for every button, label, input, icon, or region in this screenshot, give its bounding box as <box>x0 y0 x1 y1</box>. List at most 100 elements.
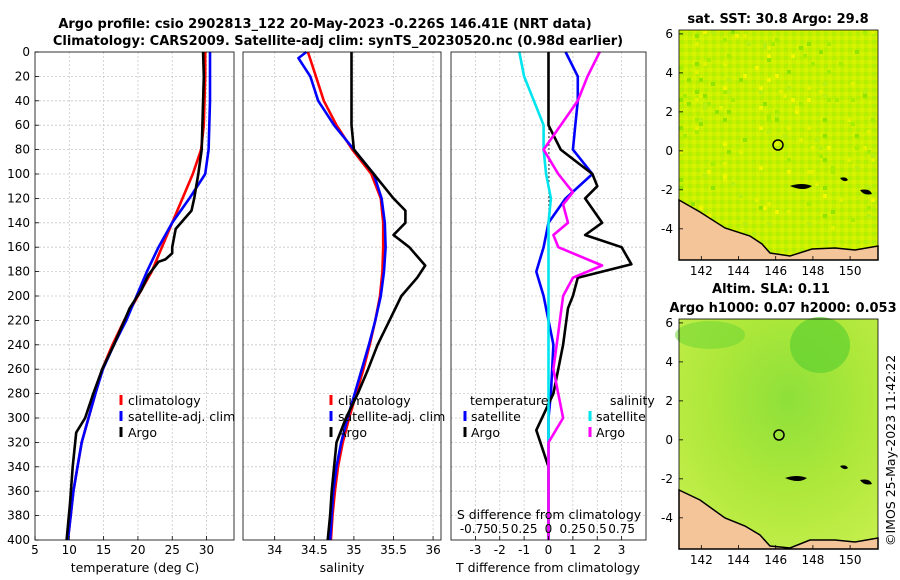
sst-pixel <box>807 126 811 130</box>
salinity-xlabel: salinity <box>320 560 365 575</box>
sst-pixel <box>847 118 851 122</box>
sst-pixel <box>791 54 795 58</box>
sst-pixel <box>707 170 711 174</box>
sst-pixel <box>807 98 811 102</box>
map-x-tick-label: 142 <box>690 553 713 567</box>
sst-pixel <box>855 146 859 150</box>
salinity-axes-frame <box>242 51 442 541</box>
imos-timestamp: ©IMOS 25-May-2023 11:42:22 <box>883 355 898 546</box>
sst-pixel <box>851 82 855 86</box>
sst-pixel <box>803 54 807 58</box>
map-x-tick-label: 150 <box>839 264 862 278</box>
sst-pixel <box>767 46 771 50</box>
map-y-tick-label: 4 <box>665 66 673 80</box>
sst-pixel <box>799 102 803 106</box>
y-tick-label: 100 <box>7 167 30 181</box>
sst-pixel <box>727 78 731 82</box>
sst-pixel <box>787 86 791 90</box>
sla-argo-position <box>773 429 785 441</box>
sst-pixel <box>727 150 731 154</box>
x-tick-label: -2 <box>494 543 506 557</box>
sst-pixel <box>831 210 835 214</box>
sst-pixel <box>727 90 731 94</box>
x-tick-label: 0 <box>545 543 553 557</box>
sst-pixel <box>851 218 855 222</box>
sst-pixel <box>683 134 687 138</box>
sst-pixel <box>703 174 707 178</box>
temperature-xlabel: temperature (deg C) <box>71 560 200 575</box>
sst-pixel <box>727 110 731 114</box>
sst-pixel <box>683 94 687 98</box>
map-y-tick-label: -4 <box>661 222 673 236</box>
sst-pixel <box>847 158 851 162</box>
sst-pixel <box>871 154 875 158</box>
sst-pixel <box>711 186 715 190</box>
sst-pixel <box>763 206 767 210</box>
map-y-tick-label: 0 <box>665 144 673 158</box>
sst-pixel <box>699 206 703 210</box>
temperature-panel: 0 20 40 60 80 100 120 140 160 180 200 220 240 260 280 3… <box>7 45 235 575</box>
sst-pixel <box>835 98 839 102</box>
sla-map-title2: Argo h1000: 0.07 h2000: 0.053 <box>669 301 896 316</box>
sst-pixel <box>731 182 735 186</box>
sst-pixel <box>775 74 779 78</box>
sst-pixel <box>787 158 791 162</box>
sst-pixel <box>807 222 811 226</box>
sst-pixel <box>871 118 875 122</box>
sst-pixel <box>795 106 799 110</box>
legend-label-satellite-adj: satellite-adj. clim <box>338 409 445 424</box>
legend-label-climatology: climatology <box>338 393 411 408</box>
sla-high-blob <box>790 317 850 373</box>
map-x-tick-label: 146 <box>764 264 787 278</box>
sst-pixel <box>703 94 707 98</box>
sst-pixel <box>823 194 827 198</box>
temperature-legend: climatology satellite-adj. clim Argo <box>119 393 235 440</box>
sst-pixel <box>863 90 867 94</box>
sst-pixel <box>855 134 859 138</box>
sst-pixel <box>823 134 827 138</box>
sst-pixel <box>723 62 727 66</box>
difference-xlabel: T difference from climatology <box>455 560 641 575</box>
sst-pixel <box>831 226 835 230</box>
legend-label-climatology: climatology <box>128 393 201 408</box>
map-y-tick-label: 4 <box>665 355 673 369</box>
legend-label-argo: Argo <box>128 425 157 440</box>
sst-pixel <box>687 102 691 106</box>
sst-pixel <box>831 166 835 170</box>
map-x-tick-label: 148 <box>801 553 824 567</box>
sst-pixel <box>759 166 763 170</box>
sst-pixel <box>691 202 695 206</box>
s-tick-label: 0.5 <box>490 522 509 536</box>
sst-pixel <box>775 210 779 214</box>
legend-label-s-argo: Argo <box>596 425 625 440</box>
sst-pixel <box>767 118 771 122</box>
y-tick-label: 160 <box>7 240 30 254</box>
sst-pixel <box>779 90 783 94</box>
x-tick-label: -3 <box>469 543 481 557</box>
sla-islands <box>785 465 872 485</box>
x-tick-label: 20 <box>130 543 145 557</box>
sst-pixel <box>799 138 803 142</box>
sst-pixel <box>695 118 699 122</box>
sst-pixel <box>711 30 715 34</box>
sst-pixel <box>871 198 875 202</box>
sst-pixel <box>783 134 787 138</box>
sst-pixel <box>695 42 699 46</box>
sst-pixel <box>723 142 727 146</box>
y-tick-label: 220 <box>7 313 30 327</box>
sst-pixel <box>827 98 831 102</box>
sst-pixel <box>703 30 707 34</box>
sst-pixel <box>827 146 831 150</box>
sst-pixel <box>763 102 767 106</box>
x-tick-label: 3 <box>618 543 626 557</box>
sst-pixel <box>743 34 747 38</box>
sst-pixel <box>707 58 711 62</box>
sst-pixel <box>739 150 743 154</box>
sst-pixel <box>787 170 791 174</box>
sst-pixel <box>871 158 875 162</box>
sst-pixel <box>739 78 743 82</box>
sst-pixel <box>723 178 727 182</box>
sst-argo-position <box>772 139 784 151</box>
sst-pixel <box>723 90 727 94</box>
y-tick-label: 0 <box>22 45 30 59</box>
